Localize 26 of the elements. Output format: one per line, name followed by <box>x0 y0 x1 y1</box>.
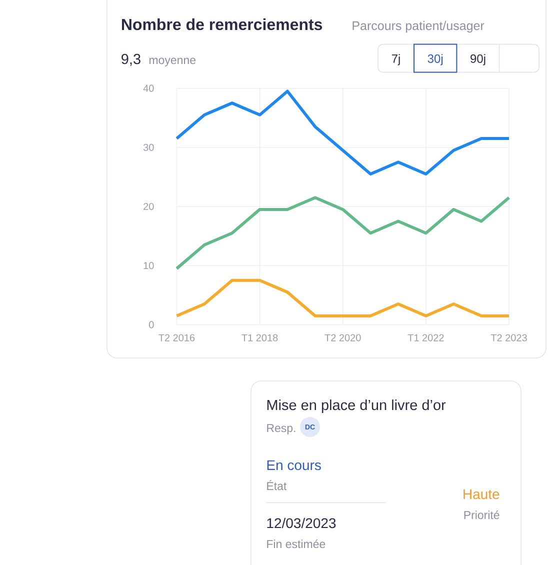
text: moyenne <box>149 58 196 66</box>
text: 7j <box>392 54 400 66</box>
chart-subtitle: Parcours patient/usager <box>352 20 484 33</box>
text: Fin estimée <box>267 540 326 548</box>
text: 12/03/2023 <box>267 518 336 528</box>
x-tick-label: T2 2016 <box>158 334 195 342</box>
text: État <box>267 480 287 490</box>
text: 90j <box>470 54 486 66</box>
text: Priorité <box>464 510 500 520</box>
y-tick-label: 0 <box>149 321 154 328</box>
y-tick-label: 20 <box>144 202 154 210</box>
text: Haute <box>464 489 500 500</box>
text: En cours <box>267 460 321 470</box>
y-tick-label: 10 <box>144 262 154 270</box>
text: 9,3 <box>122 54 140 66</box>
chart-title: Nombre de remerciements <box>122 18 322 30</box>
x-tick-label: T2 2020 <box>324 334 361 342</box>
x-tick-label: T1 2022 <box>408 334 444 342</box>
line-series <box>175 196 510 270</box>
y-tick-label: 30 <box>143 144 154 151</box>
text: Resp. <box>267 424 296 434</box>
text: 30j <box>428 54 443 66</box>
text: Mise en place d’un livre d’or <box>267 399 446 414</box>
x-tick-label: T2 2023 <box>490 334 527 342</box>
x-tick-label: T1 2018 <box>242 334 278 342</box>
y-tick-label: 40 <box>143 84 154 92</box>
